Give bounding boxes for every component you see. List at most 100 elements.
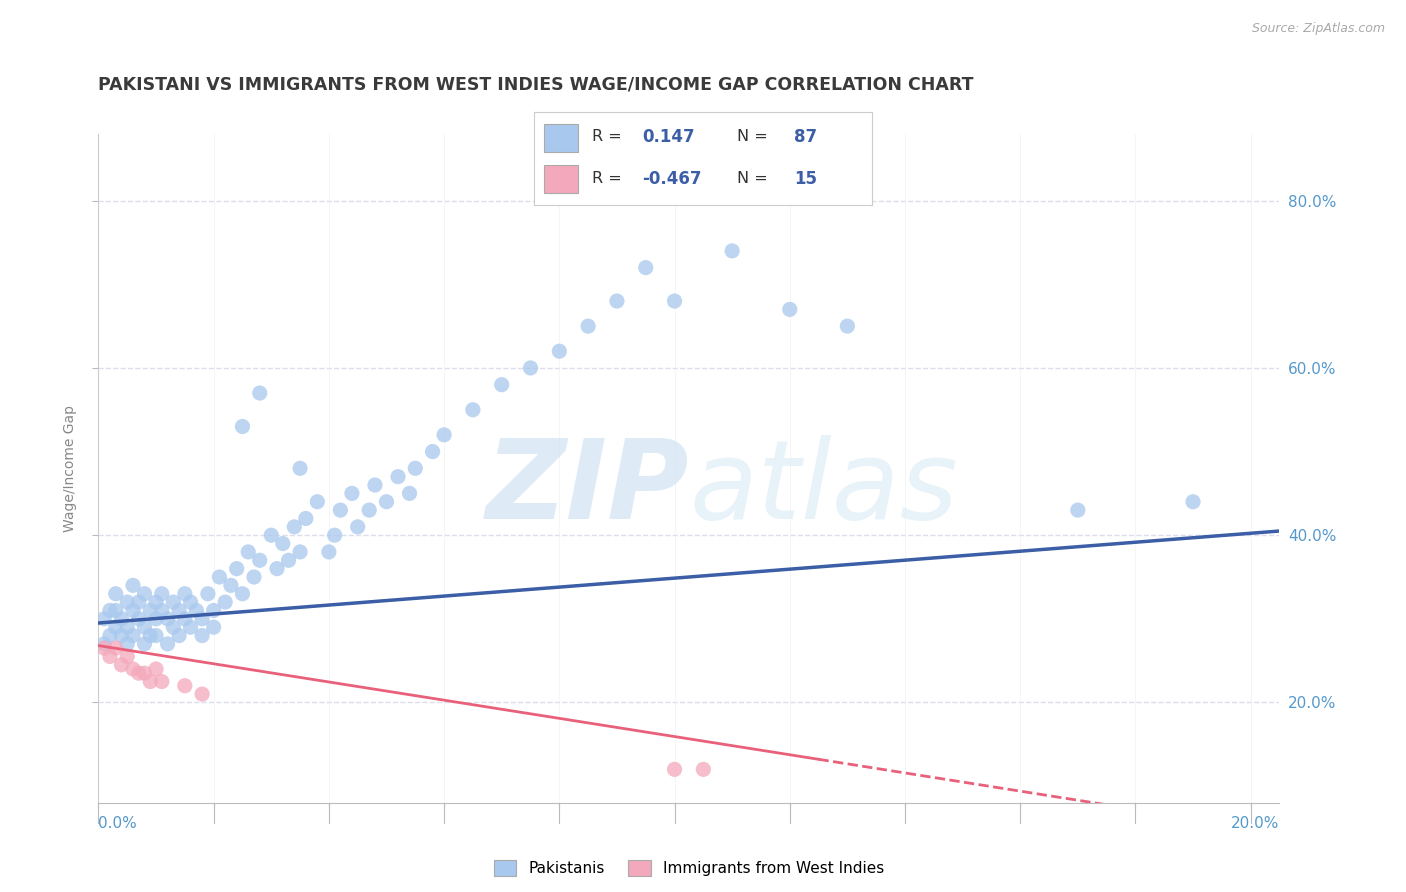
Point bbox=[98, 603, 121, 617]
Text: R =: R = bbox=[592, 129, 627, 145]
Point bbox=[150, 587, 173, 601]
Text: -0.467: -0.467 bbox=[643, 170, 702, 188]
Point bbox=[145, 628, 167, 642]
Point bbox=[346, 520, 368, 534]
Point bbox=[156, 612, 179, 626]
Point bbox=[519, 361, 541, 376]
Text: 87: 87 bbox=[794, 128, 817, 145]
Text: Source: ZipAtlas.com: Source: ZipAtlas.com bbox=[1251, 22, 1385, 36]
Point bbox=[167, 628, 190, 642]
Point bbox=[191, 612, 214, 626]
Point bbox=[288, 545, 311, 559]
Point bbox=[375, 494, 398, 508]
Point bbox=[98, 628, 121, 642]
Point bbox=[422, 444, 444, 458]
Point bbox=[576, 319, 599, 334]
Point bbox=[139, 628, 162, 642]
Point bbox=[491, 377, 513, 392]
Point bbox=[202, 603, 225, 617]
Point bbox=[307, 494, 329, 508]
Point bbox=[329, 503, 352, 517]
Point bbox=[93, 641, 115, 656]
Point bbox=[398, 486, 420, 500]
Point bbox=[202, 620, 225, 634]
Point bbox=[271, 536, 294, 550]
Point bbox=[93, 637, 115, 651]
Point bbox=[387, 469, 409, 483]
Point bbox=[219, 578, 242, 592]
Point bbox=[162, 620, 184, 634]
Point bbox=[634, 260, 657, 275]
Point bbox=[122, 603, 145, 617]
Point bbox=[173, 612, 195, 626]
Point bbox=[104, 603, 127, 617]
Point bbox=[98, 649, 121, 664]
Point bbox=[1067, 503, 1090, 517]
Point bbox=[404, 461, 426, 475]
Point bbox=[243, 570, 266, 584]
Point bbox=[231, 419, 253, 434]
Point bbox=[128, 612, 150, 626]
Point bbox=[433, 428, 456, 442]
Point bbox=[692, 762, 714, 776]
Point bbox=[260, 528, 283, 542]
Point bbox=[664, 293, 686, 308]
Point bbox=[180, 620, 202, 634]
Point bbox=[110, 612, 132, 626]
Point bbox=[115, 620, 138, 634]
Point bbox=[128, 595, 150, 609]
Point bbox=[288, 461, 311, 475]
Point bbox=[122, 628, 145, 642]
Point bbox=[115, 637, 138, 651]
Text: 15: 15 bbox=[794, 170, 817, 188]
Point bbox=[167, 603, 190, 617]
Point bbox=[145, 612, 167, 626]
Point bbox=[156, 637, 179, 651]
Point bbox=[173, 587, 195, 601]
Point bbox=[186, 603, 208, 617]
Point bbox=[359, 503, 381, 517]
Text: 20.0%: 20.0% bbox=[1232, 816, 1279, 831]
Point bbox=[110, 657, 132, 672]
Point bbox=[779, 302, 801, 317]
Point bbox=[318, 545, 340, 559]
Point bbox=[110, 628, 132, 642]
Point bbox=[139, 603, 162, 617]
Point bbox=[1182, 494, 1205, 508]
Point bbox=[323, 528, 346, 542]
Point bbox=[104, 587, 127, 601]
Point bbox=[139, 674, 162, 689]
Point bbox=[122, 578, 145, 592]
Legend: Pakistanis, Immigrants from West Indies: Pakistanis, Immigrants from West Indies bbox=[488, 854, 890, 882]
Point bbox=[214, 595, 236, 609]
Text: N =: N = bbox=[737, 171, 773, 186]
Point bbox=[115, 649, 138, 664]
Text: N =: N = bbox=[737, 129, 773, 145]
Point bbox=[249, 553, 271, 567]
Text: PAKISTANI VS IMMIGRANTS FROM WEST INDIES WAGE/INCOME GAP CORRELATION CHART: PAKISTANI VS IMMIGRANTS FROM WEST INDIES… bbox=[98, 76, 974, 94]
Point bbox=[122, 662, 145, 676]
Point bbox=[837, 319, 859, 334]
Point bbox=[180, 595, 202, 609]
Y-axis label: Wage/Income Gap: Wage/Income Gap bbox=[63, 405, 77, 532]
Point bbox=[225, 562, 247, 576]
Text: ZIP: ZIP bbox=[485, 435, 689, 541]
Point bbox=[145, 662, 167, 676]
Point bbox=[295, 511, 318, 525]
Point bbox=[548, 344, 571, 359]
Text: 0.147: 0.147 bbox=[643, 128, 695, 145]
Point bbox=[364, 478, 387, 492]
Text: 0.0%: 0.0% bbox=[98, 816, 138, 831]
Point bbox=[461, 402, 484, 417]
Point bbox=[134, 587, 156, 601]
Point bbox=[208, 570, 231, 584]
Point bbox=[191, 687, 214, 701]
FancyBboxPatch shape bbox=[544, 165, 578, 193]
Point bbox=[340, 486, 363, 500]
Text: R =: R = bbox=[592, 171, 627, 186]
Point bbox=[249, 386, 271, 401]
Point bbox=[606, 293, 628, 308]
Point bbox=[93, 612, 115, 626]
Point bbox=[664, 762, 686, 776]
Text: atlas: atlas bbox=[689, 435, 957, 541]
